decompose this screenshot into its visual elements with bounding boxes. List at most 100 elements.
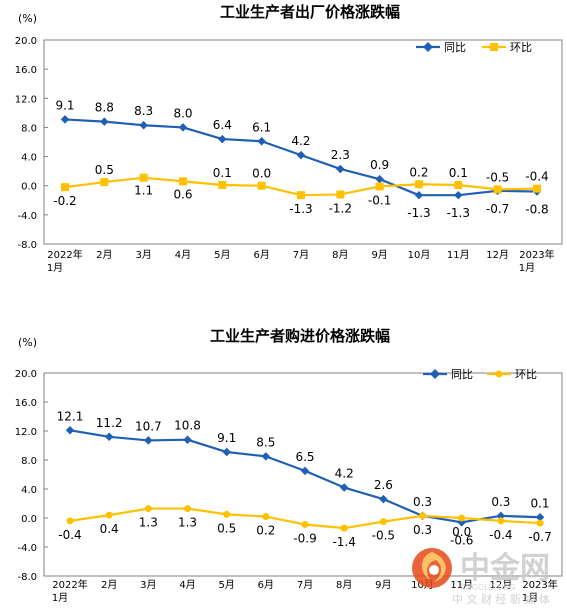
data-label-yoy: 8.5 <box>256 435 275 449</box>
data-point-yoy <box>414 190 424 200</box>
y-tick-label: 4.0 <box>21 485 37 496</box>
data-point-yoy <box>183 435 192 444</box>
x-tick-label: 2022年 1月 <box>47 248 83 274</box>
data-point-yoy <box>339 483 349 492</box>
data-label-mom: -1.3 <box>289 202 312 216</box>
x-tick-label: 8月 <box>332 249 348 261</box>
data-point-yoy <box>65 426 75 435</box>
data-label-yoy: 10.7 <box>135 419 162 433</box>
data-point-mom <box>375 182 384 191</box>
data-label-yoy: -0.8 <box>525 203 548 217</box>
data-label-mom: 0.4 <box>100 522 119 536</box>
data-label-mom: -0.4 <box>489 528 512 542</box>
data-point-yoy <box>379 494 388 504</box>
data-label-mom: 0.2 <box>256 524 275 538</box>
data-label-mom: -0.5 <box>486 170 509 184</box>
data-point-mom <box>66 517 74 525</box>
x-tick-label: 4月 <box>175 249 191 261</box>
data-label-mom: 0.2 <box>409 165 428 179</box>
data-label-mom: 0.0 <box>452 525 471 539</box>
data-label-mom: 1.3 <box>178 516 197 530</box>
data-label-yoy: 10.8 <box>174 419 201 433</box>
data-point-yoy <box>496 511 506 521</box>
data-point-mom <box>262 513 270 521</box>
data-point-yoy <box>218 134 227 144</box>
chart-1-legend-mom-marker <box>490 43 498 51</box>
x-tick-label: 2022年 1月 <box>52 578 88 604</box>
x-tick-label: 7月 <box>293 249 309 261</box>
watermark-sub: CNGOLD.ORG <box>460 583 515 592</box>
data-label-mom: 0.1 <box>449 166 468 180</box>
y-tick-label: 20.0 <box>15 369 37 380</box>
data-point-mom <box>493 185 502 194</box>
y-tick-label: -4.0 <box>17 211 37 222</box>
y-tick-label: 8.0 <box>21 456 37 467</box>
data-label-yoy: 0.3 <box>413 495 432 509</box>
data-label-yoy: 8.8 <box>95 101 114 115</box>
x-tick-label: 2023年 1月 <box>522 578 558 604</box>
data-label-yoy: 6.5 <box>295 450 314 464</box>
chart-1-legend: 同比 环比 <box>416 41 532 54</box>
data-label-mom: -0.9 <box>293 532 316 546</box>
data-label-yoy: -1.3 <box>407 206 430 220</box>
x-tick-label: 11月 <box>447 249 470 261</box>
data-label-yoy: 9.1 <box>217 431 236 445</box>
plot-frame <box>43 39 563 245</box>
data-point-yoy <box>535 513 545 522</box>
data-label-mom: 0.0 <box>252 167 271 181</box>
chart-1-legend-yoy-marker <box>423 42 433 52</box>
chart-1-plot: 9.1 8.8 8.3 8.0 6.4 6.1 4.2 2.3 0.9 -1.3 -1.3 -0.7 -… <box>53 98 548 220</box>
data-point-yoy <box>104 432 114 442</box>
y-tick-label: 0.0 <box>21 182 37 193</box>
data-point-yoy <box>296 150 306 160</box>
data-point-yoy <box>257 137 266 146</box>
x-tick-label: 5月 <box>218 579 234 591</box>
data-point-mom <box>379 518 387 526</box>
chart-2-plot: 12.1 11.2 10.7 10.89.1 8.56.54.22.60.3-0.60.… <box>57 409 552 549</box>
x-tick-label: 7月 <box>297 579 313 591</box>
chart-1-legend-yoy-label: 同比 <box>444 41 466 54</box>
series-line-yoy <box>69 429 541 524</box>
x-tick-label: 3月 <box>135 249 151 261</box>
chart-2-legend-yoy-marker <box>430 369 440 379</box>
y-tick-label: 16.0 <box>15 398 37 409</box>
chart-1-title: 工业生产者出厂价格涨跌幅 <box>220 3 400 21</box>
data-label-yoy: 2.3 <box>331 148 350 162</box>
data-point-yoy <box>178 123 188 132</box>
data-point-mom <box>105 511 113 519</box>
data-point-yoy <box>100 117 109 126</box>
x-tick-label: 6月 <box>258 579 274 591</box>
data-point-yoy <box>375 174 384 184</box>
y-tick-label: 12.0 <box>15 94 37 105</box>
y-tick-label: 20.0 <box>15 36 37 47</box>
data-label-yoy: 12.1 <box>57 409 84 423</box>
data-point-mom <box>218 180 227 189</box>
x-tick-label: 6月 <box>253 249 269 261</box>
data-label-mom: 1.3 <box>139 516 158 530</box>
data-label-yoy: 6.4 <box>213 118 232 132</box>
data-label-yoy: 0.1 <box>530 496 549 510</box>
x-tick-label: 10月 <box>408 249 431 261</box>
y-tick-label: -8.0 <box>17 572 37 583</box>
data-label-yoy: 8.3 <box>134 104 153 118</box>
data-point-mom <box>536 519 544 527</box>
y-tick-label: 16.0 <box>15 65 37 76</box>
data-point-mom <box>301 521 309 529</box>
data-label-yoy: 0.3 <box>491 495 510 509</box>
data-label-yoy: 0.9 <box>370 158 389 172</box>
data-label-mom: -0.1 <box>368 193 391 207</box>
data-label-mom: -1.4 <box>332 535 355 549</box>
data-label-mom: 0.6 <box>173 187 192 201</box>
data-label-mom: 1.1 <box>134 184 153 198</box>
data-point-mom <box>139 173 148 182</box>
data-label-mom: -0.7 <box>528 530 551 544</box>
x-tick-label: 11月 <box>450 579 473 591</box>
y-tick-label: -4.0 <box>17 543 37 554</box>
x-tick-label: 12月 <box>490 579 513 591</box>
data-point-yoy <box>60 115 70 124</box>
data-label-mom: -0.4 <box>58 528 81 542</box>
chart-2-legend-mom-marker <box>495 370 503 378</box>
chart-1-gridlines: 20.0 16.0 12.0 8.0 4.0 0.0 -4.0 -8.0 2022年 1月 2月 3月… <box>15 36 563 274</box>
x-tick-label: 12月 <box>486 249 509 261</box>
data-label-yoy: -0.7 <box>486 202 509 216</box>
